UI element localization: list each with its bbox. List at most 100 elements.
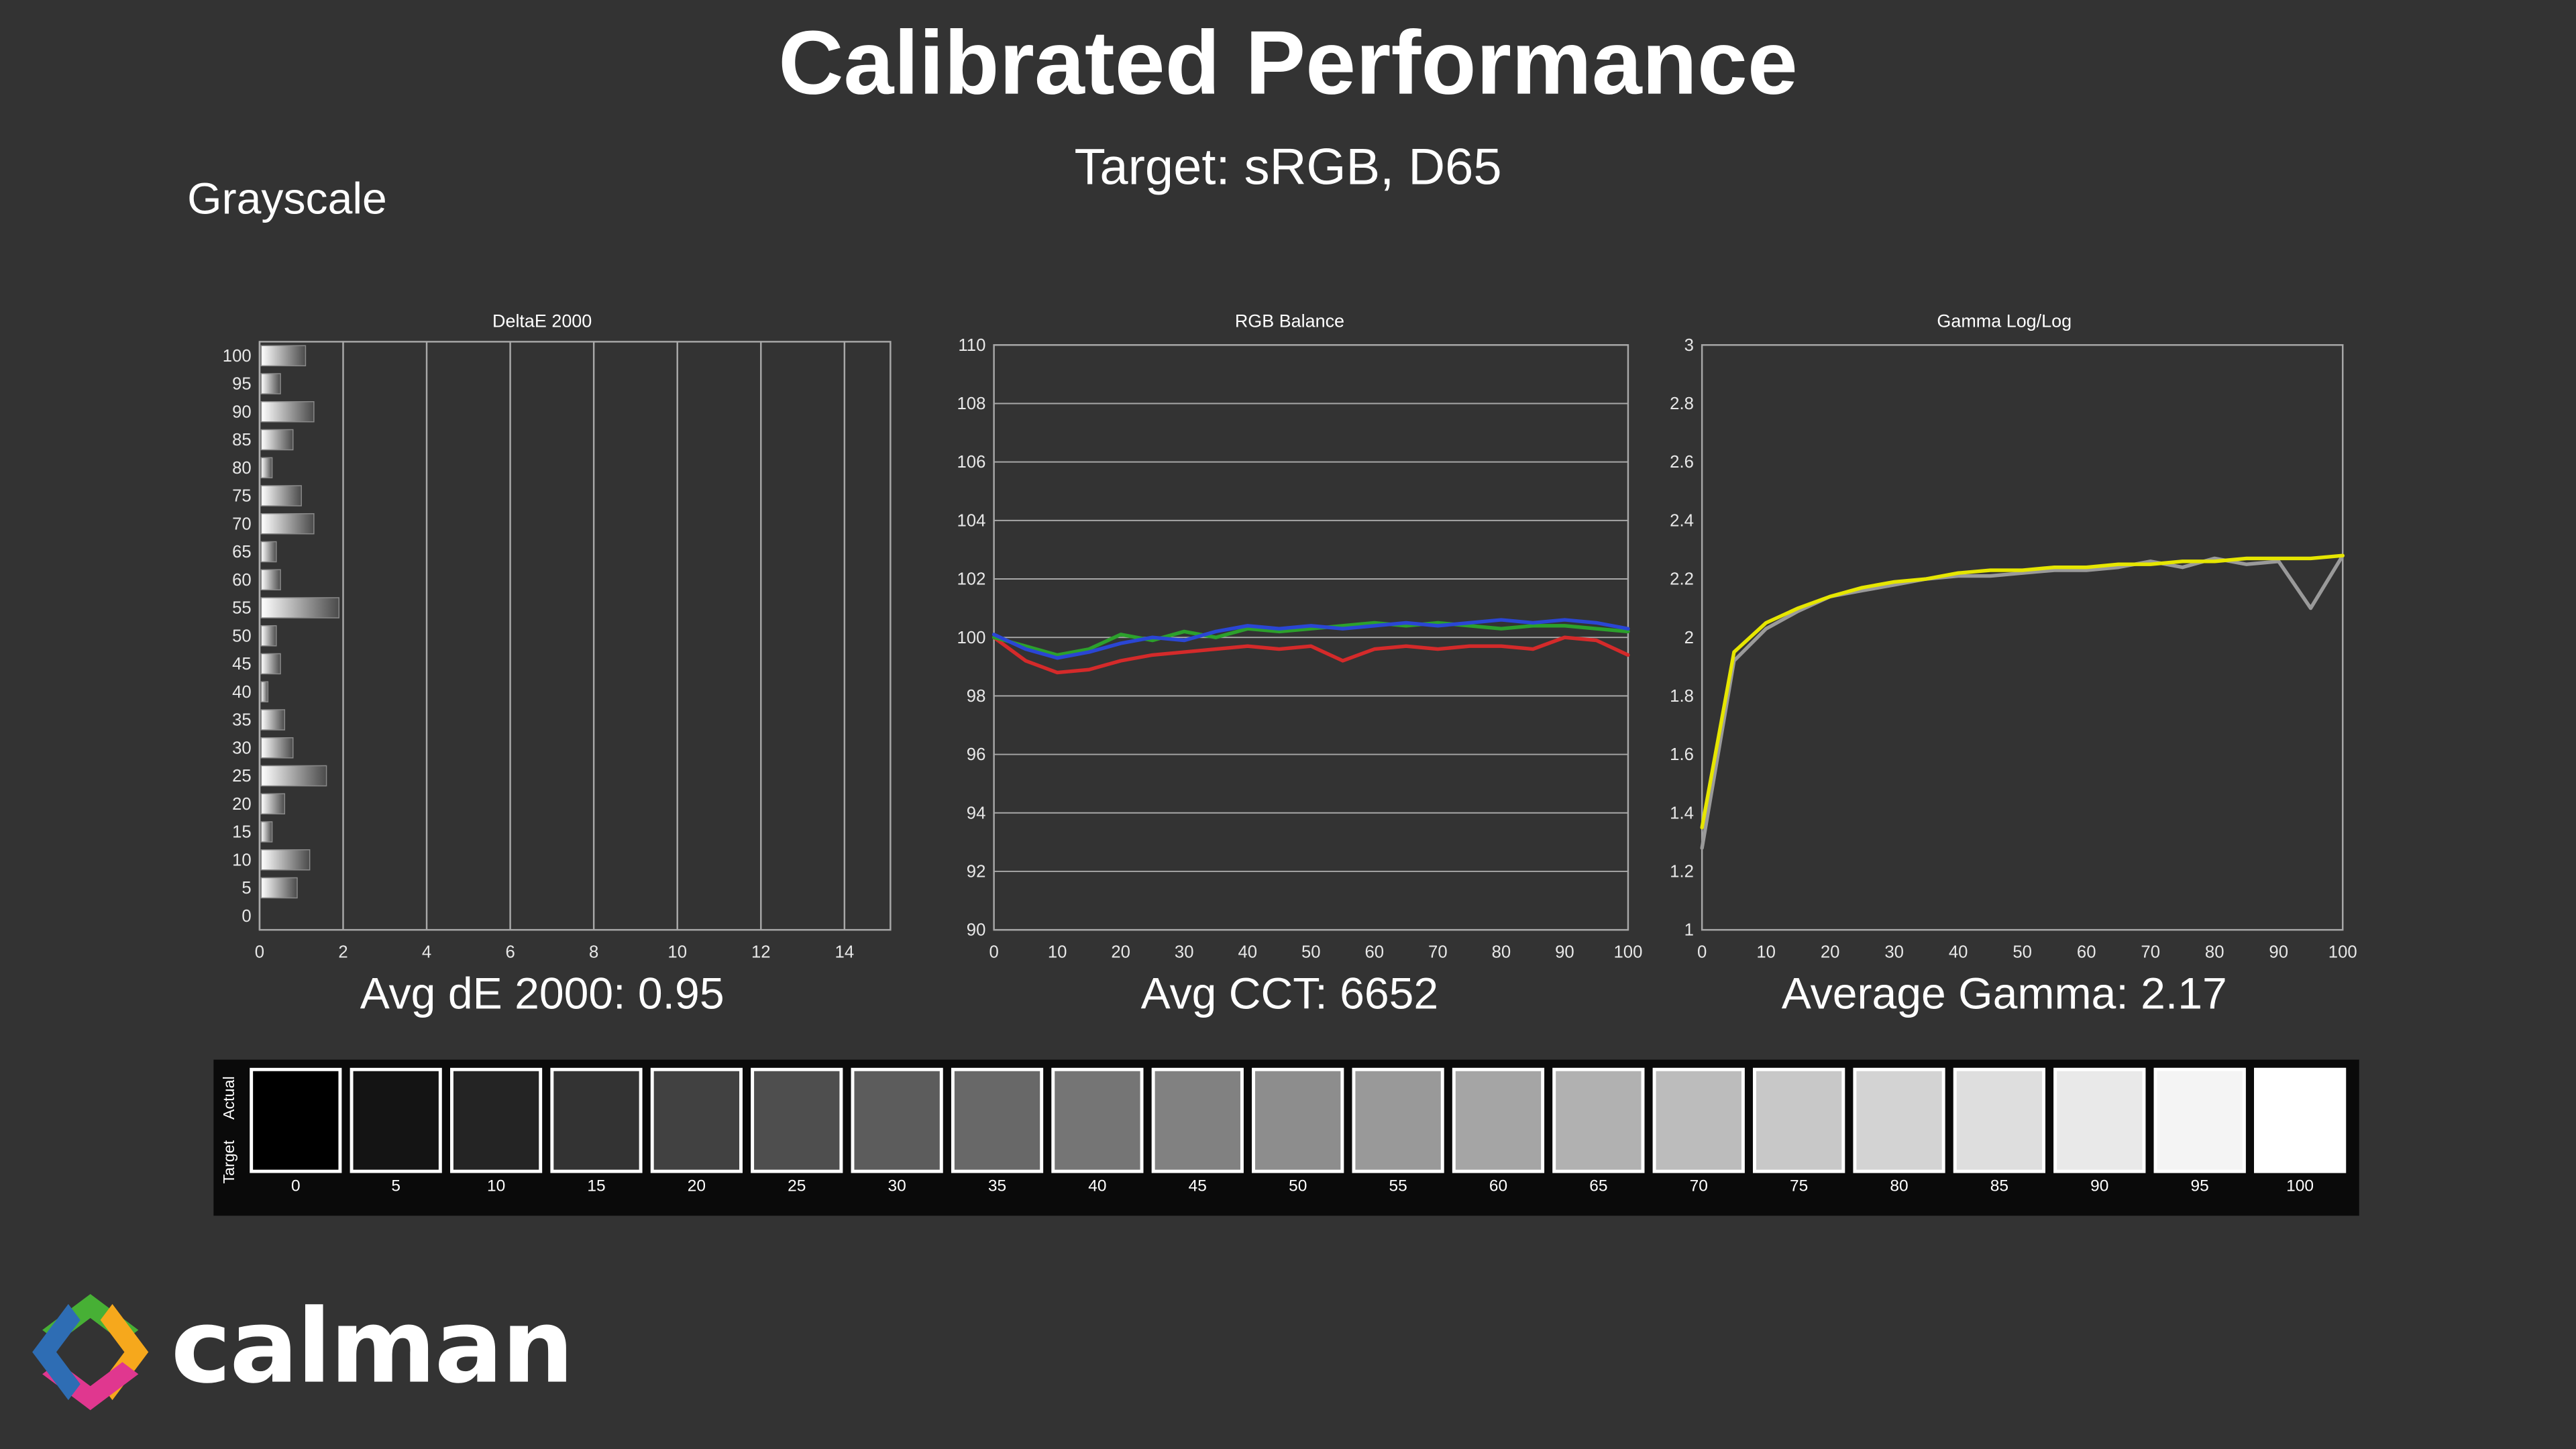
measured-line — [1700, 553, 2345, 850]
tick-label: 4 — [422, 943, 431, 962]
page-subtitle: Target: sRGB, D65 — [1074, 138, 1502, 196]
ramp-column: 70 — [1652, 1067, 1745, 1196]
ramp-column: 25 — [751, 1067, 843, 1196]
grayscale-patch — [851, 1067, 943, 1173]
tick-label: 6 — [505, 943, 515, 962]
tick-label: 1.4 — [1670, 804, 1694, 822]
tick-label: 1.8 — [1670, 687, 1694, 706]
logo-chevron-left — [32, 1303, 80, 1401]
tick-label: 14 — [835, 943, 855, 962]
patch-level-label: 70 — [1689, 1177, 1708, 1196]
tick-label: 2 — [338, 943, 347, 962]
tick-label: 35 — [232, 711, 252, 730]
plot-border — [258, 341, 892, 931]
patch-level-label: 65 — [1589, 1177, 1608, 1196]
tick-label: 20 — [1821, 943, 1840, 962]
tick-label: 94 — [967, 804, 986, 822]
tick-label: 2.2 — [1670, 570, 1694, 589]
ramp-column: 60 — [1452, 1067, 1545, 1196]
tick-label: 8 — [589, 943, 598, 962]
ramp-column: 0 — [250, 1067, 342, 1196]
grayscale-patch — [2053, 1067, 2146, 1173]
tick-label: 10 — [1756, 943, 1776, 962]
deltae-bar — [260, 400, 315, 423]
tick-label: 100 — [2328, 943, 2357, 962]
patch-level-label: 0 — [291, 1177, 301, 1196]
ramp-column: 40 — [1051, 1067, 1144, 1196]
tick-label: 70 — [2141, 943, 2160, 962]
tick-label: 3 — [1684, 336, 1694, 355]
deltae-bar — [260, 569, 281, 591]
grayscale-patch — [1452, 1067, 1545, 1173]
deltae-bar — [260, 345, 307, 367]
tick-label: 20 — [232, 795, 252, 814]
tick-label: 60 — [232, 571, 252, 590]
patch-level-label: 5 — [391, 1177, 401, 1196]
blue-line — [991, 618, 1630, 660]
ramp-column: 5 — [350, 1067, 442, 1196]
tick-label: 30 — [1175, 943, 1194, 962]
deltae-bar — [260, 765, 327, 787]
patch-level-label: 60 — [1489, 1177, 1508, 1196]
grayscale-patch — [751, 1067, 843, 1173]
tick-label: 1.6 — [1670, 745, 1694, 764]
gamma-chart-title: Gamma Log/Log — [1937, 312, 2072, 332]
tick-label: 50 — [2012, 943, 2032, 962]
deltae-bar — [260, 625, 277, 647]
ramp-column: 95 — [2153, 1067, 2246, 1196]
tick-label: 100 — [957, 629, 985, 647]
deltae-chart: DeltaE 2000 0 2 4 6 8 10 12 14 100 95 90 85 80 75 70 65… — [180, 309, 904, 972]
deltae-bar — [260, 709, 286, 731]
deltae-bar — [260, 737, 294, 759]
avg-cct-stat: Avg CCT: 6652 — [1140, 969, 1439, 1019]
tick-label: 106 — [957, 453, 985, 472]
tick-label: 90 — [1555, 943, 1574, 962]
rgb-balance-chart: RGB Balance 90 92 94 96 98 100 102 104 106 108 110… — [928, 309, 1652, 972]
grayscale-patch — [1151, 1067, 1244, 1173]
tick-label: 5 — [241, 879, 251, 898]
tick-label: 10 — [232, 851, 252, 869]
tick-label: 108 — [957, 394, 985, 413]
ramp-column: 30 — [851, 1067, 943, 1196]
tick-label: 12 — [751, 943, 771, 962]
deltae-bar — [260, 849, 311, 871]
grayscale-patch — [1953, 1067, 2045, 1173]
grayscale-patch — [1652, 1067, 1745, 1173]
patch-level-label: 75 — [1790, 1177, 1809, 1196]
grayscale-patch — [2254, 1067, 2347, 1173]
tick-label: 2.8 — [1670, 394, 1694, 413]
tick-label: 98 — [967, 687, 986, 706]
patch-level-label: 85 — [1990, 1177, 2009, 1196]
ramp-column: 65 — [1552, 1067, 1645, 1196]
ramp-column: 45 — [1151, 1067, 1244, 1196]
patch-level-label: 50 — [1289, 1177, 1307, 1196]
tick-label: 85 — [232, 431, 252, 449]
patch-level-label: 20 — [687, 1177, 706, 1196]
tick-label: 30 — [1884, 943, 1904, 962]
target-line — [1700, 553, 2345, 830]
calman-logo-text: calman — [170, 1285, 574, 1406]
ramp-column: 80 — [1853, 1067, 1945, 1196]
ramp-column: 50 — [1252, 1067, 1344, 1196]
tick-label: 1 — [1684, 921, 1694, 940]
deltae-bar — [260, 821, 273, 843]
calman-logo-icon — [32, 1293, 149, 1411]
tick-label: 90 — [232, 402, 252, 421]
grayscale-ramp-patches: 0 5 10 15 20 25 30 35 40 45 50 55 60 65 70 75 80 85 90 95 10… — [246, 1060, 2359, 1216]
page-title: Calibrated Performance — [778, 11, 1798, 113]
patch-level-label: 35 — [987, 1177, 1007, 1196]
tick-label: 0 — [989, 943, 998, 962]
tick-label: 2 — [1684, 629, 1694, 647]
tick-label: 90 — [2269, 943, 2288, 962]
ramp-column: 15 — [550, 1067, 643, 1196]
patch-level-label: 30 — [888, 1177, 906, 1196]
tick-label: 75 — [232, 487, 252, 506]
deltae-bar — [260, 793, 286, 815]
patch-level-label: 25 — [788, 1177, 806, 1196]
tick-label: 95 — [232, 375, 252, 394]
patch-level-label: 10 — [486, 1177, 506, 1196]
tick-label: 104 — [957, 511, 985, 530]
deltae-bar — [260, 373, 281, 394]
tick-label: 55 — [232, 599, 252, 618]
